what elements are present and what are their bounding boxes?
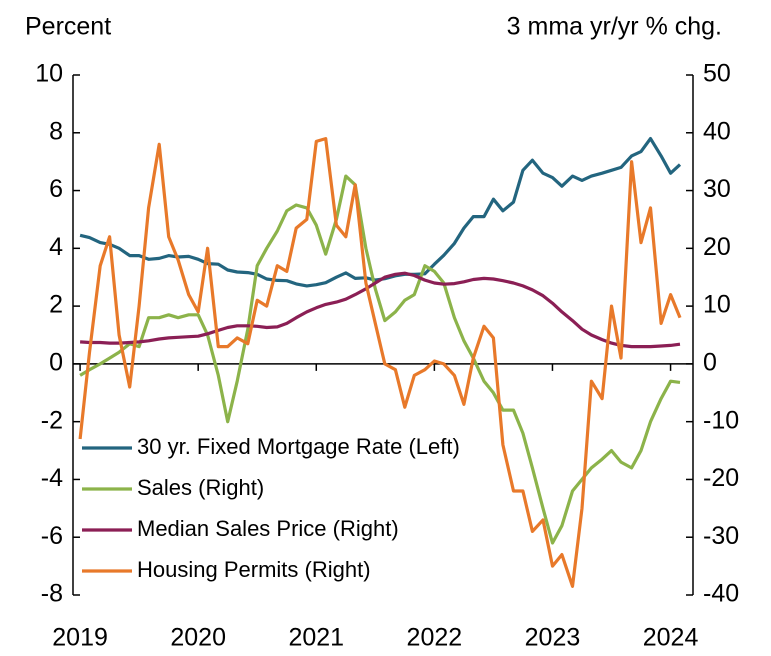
x-tick-label: 2024: [643, 624, 699, 652]
y2-tick-label: 40: [703, 117, 731, 145]
y2-tick-label: -40: [703, 580, 739, 608]
y-tick-label: -4: [41, 464, 63, 492]
x-tick-label: 2022: [407, 624, 463, 652]
y2-tick-label: 50: [703, 60, 731, 88]
x-tick-label: 2020: [170, 624, 226, 652]
series-line: [79, 137, 682, 288]
legend-label: Sales (Right): [137, 475, 264, 500]
series-line: [79, 271, 681, 349]
series-line: [79, 174, 681, 545]
y-tick-label: -2: [41, 406, 63, 434]
y-tick-label: 2: [49, 291, 63, 319]
y2-tick-label: 10: [703, 291, 731, 319]
legend-label: Housing Permits (Right): [137, 557, 371, 582]
y2-axis-label: 3 mma yr/yr % chg.: [507, 13, 722, 41]
x-tick-label: 2021: [288, 624, 344, 652]
y2-tick-label: 0: [703, 348, 717, 376]
y-tick-label: 8: [49, 117, 63, 145]
legend-label: 30 yr. Fixed Mortgage Rate (Left): [137, 434, 460, 459]
y-tick-label: 0: [49, 348, 63, 376]
y-tick-label: -8: [41, 580, 63, 608]
y-axis-label: Percent: [25, 13, 111, 41]
y2-tick-label: 20: [703, 233, 731, 261]
legend-label: Median Sales Price (Right): [137, 516, 399, 541]
y-tick-label: 10: [35, 60, 63, 88]
x-tick-label: 2023: [525, 624, 581, 652]
series-line: [78, 137, 682, 588]
x-tick-label: 2019: [52, 624, 108, 652]
y-tick-label: -6: [41, 522, 63, 550]
y-tick-label: 4: [49, 233, 63, 261]
y2-tick-label: -20: [703, 464, 739, 492]
y-tick-label: 6: [49, 175, 63, 203]
y2-tick-label: -30: [703, 522, 739, 550]
y2-tick-label: 30: [703, 175, 731, 203]
y2-tick-label: -10: [703, 406, 739, 434]
